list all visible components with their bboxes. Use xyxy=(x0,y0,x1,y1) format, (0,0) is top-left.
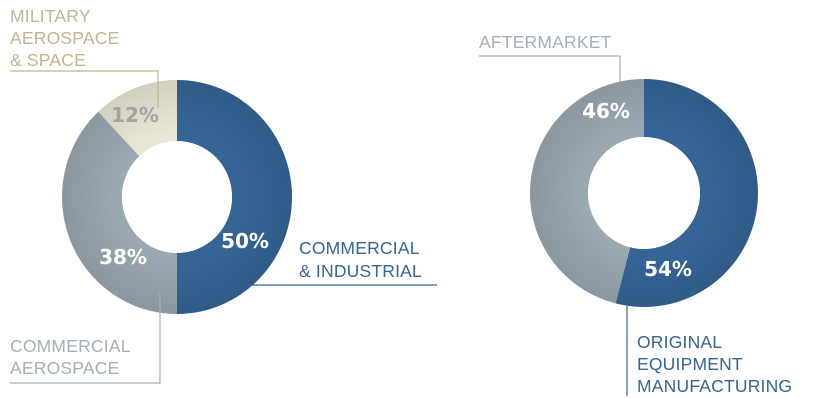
value-label-am: 46% xyxy=(582,99,630,123)
category-label-am: AFTERMARKET xyxy=(479,32,612,52)
category-label-ci: & INDUSTRIAL xyxy=(299,261,422,281)
category-label-oem: MANUFACTURING xyxy=(637,376,792,396)
value-label-ci: 50% xyxy=(221,229,269,253)
category-label-oem: ORIGINAL xyxy=(637,332,722,352)
value-label-ca: 38% xyxy=(99,245,147,269)
category-label-ca: AEROSPACE xyxy=(10,358,119,378)
value-label-oem: 54% xyxy=(644,257,692,281)
category-label-mas: MILITARY xyxy=(10,6,91,26)
value-label-mas: 12% xyxy=(111,103,159,127)
leader-line-mas xyxy=(10,70,159,108)
category-label-ci: COMMERCIAL xyxy=(299,238,420,258)
donut-chart-segments: 50% COMMERCIAL& INDUSTRIAL38%COMMERCIALAE… xyxy=(10,6,437,384)
category-label-mas: AEROSPACE xyxy=(10,28,119,48)
donut-hole xyxy=(588,137,700,249)
category-label-ca: COMMERCIAL xyxy=(10,336,131,356)
leader-line-am xyxy=(479,55,621,82)
leader-line-ca xyxy=(10,293,161,384)
category-label-mas: & SPACE xyxy=(10,50,86,70)
category-label-oem: EQUIPMENT xyxy=(637,354,743,374)
donut-hole xyxy=(121,141,233,253)
